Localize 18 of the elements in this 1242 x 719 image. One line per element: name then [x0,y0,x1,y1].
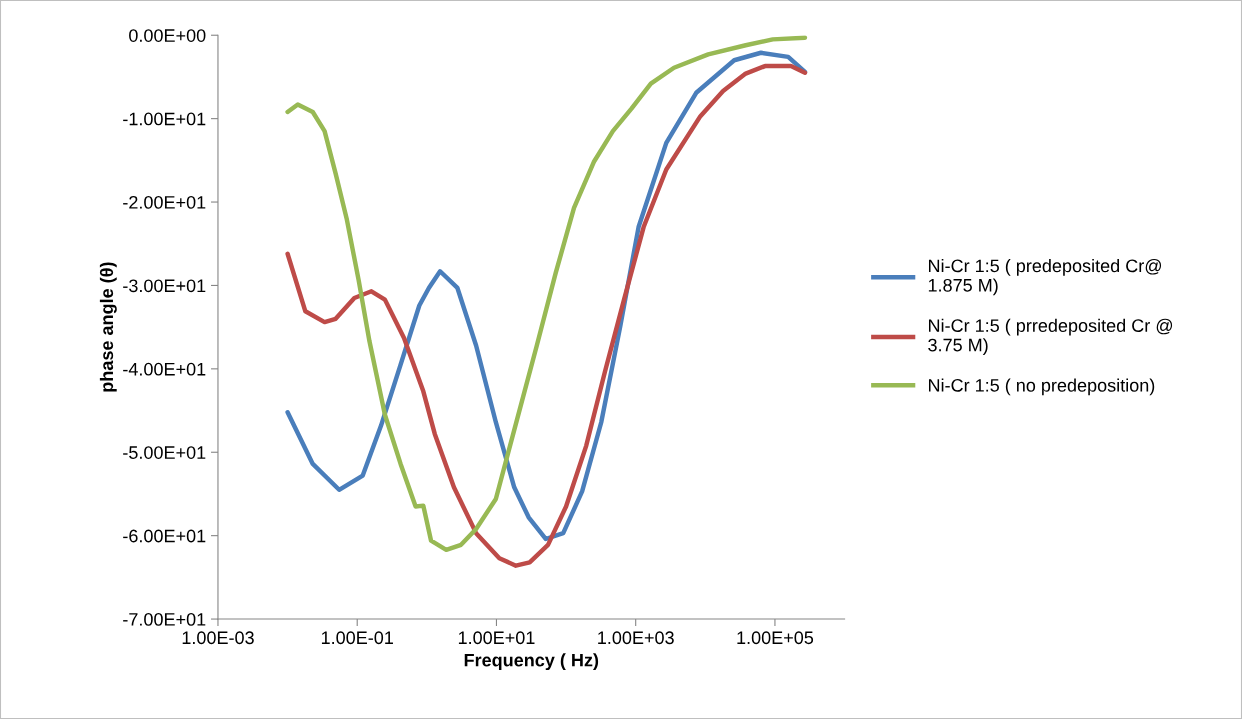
y-tick-label: -1.00E+01 [123,112,206,126]
y-tick-label: -5.00E+01 [123,446,206,459]
x-tick-label: 1.00E+01 [458,631,535,645]
legend-label: Ni-Cr 1:5 ( prredeposited Cr @ 3.75 M) [928,318,1173,355]
y-tick-label: -4.00E+01 [123,362,206,376]
x-tick-label: 1.00E+03 [598,631,674,645]
x-tick-label: 1.00E-01 [321,631,393,645]
legend-label: Ni-Cr 1:5 ( predeposited Cr@ 1.875 M) [928,258,1162,296]
y-tick-label: -3.00E+01 [123,279,206,293]
y-tick-label: -7.00E+01 [123,612,206,626]
y-tick-label: 0.00E+00 [129,29,206,42]
y-tick-label: -6.00E+01 [123,529,206,543]
x-axis-title: Frequency ( Hz) [464,653,599,671]
x-tick-label: 1.00E-03 [182,631,254,645]
y-tick-label: -2.00E+01 [123,195,206,209]
x-tick-label: 1.00E+05 [737,631,814,645]
legend-label: Ni-Cr 1:5 ( no predeposition) [928,378,1155,396]
y-axis-title: phase angle (θ) [99,262,117,392]
